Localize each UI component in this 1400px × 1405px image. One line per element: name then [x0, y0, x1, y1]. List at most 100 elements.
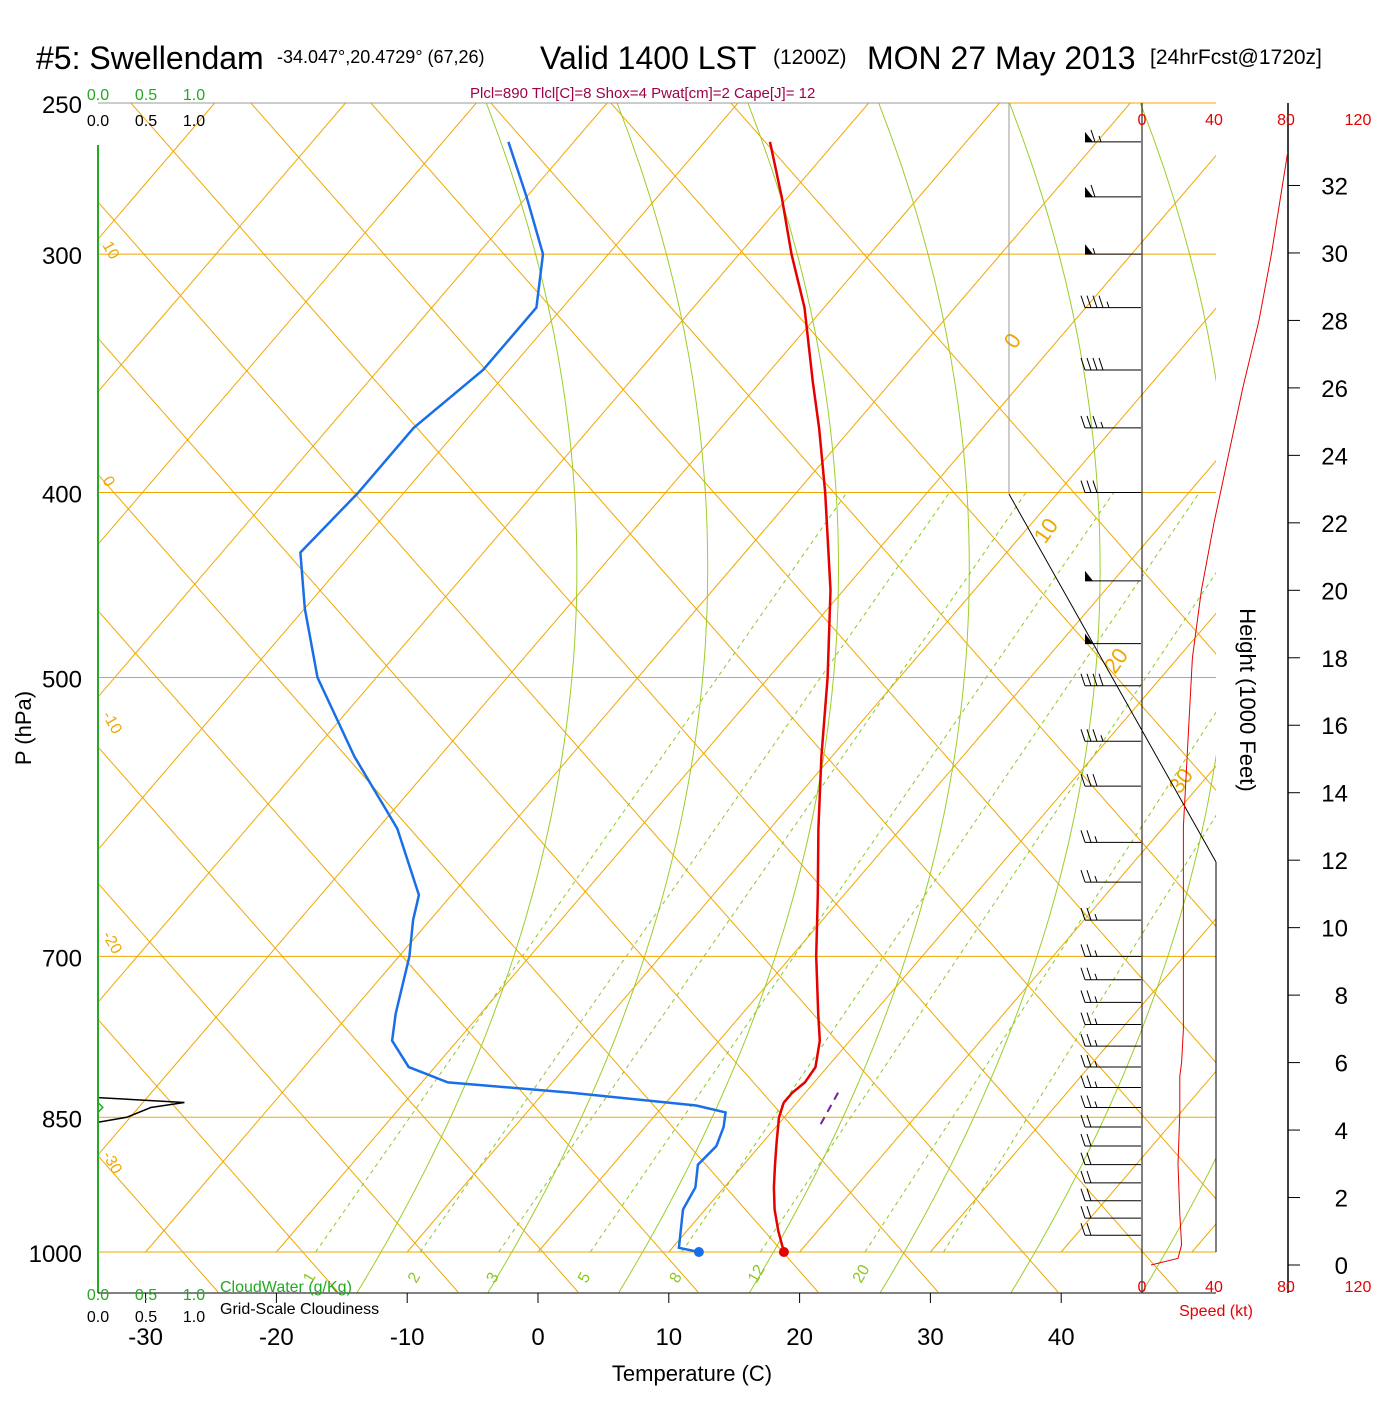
- moist-adiabat-line: [618, 103, 840, 1293]
- wind-barb: [1080, 1114, 1141, 1128]
- dry-adiabat-line: [610, 103, 1216, 791]
- wind-barb: [1080, 1188, 1141, 1202]
- speed-tick-label-bottom: 80: [1277, 1279, 1295, 1296]
- x-tick-label: -20: [259, 1324, 294, 1351]
- pressure-tick-label: 850: [42, 1106, 82, 1133]
- temperature-line: [768, 141, 832, 1253]
- indices-text: Plcl=890 Tlcl[C]=8 Shox=4 Pwat[cm]=2 Cap…: [470, 85, 815, 102]
- dry-adiabat-line: [98, 746, 579, 1293]
- height-tick-label: 8: [1335, 983, 1348, 1010]
- moist-adiabat-line: [1141, 1156, 1216, 1293]
- dry-adiabat-line: [98, 473, 819, 1293]
- isotherm-line: [1191, 1223, 1216, 1253]
- height-tick-label: 30: [1321, 241, 1348, 268]
- height-tick-label: 26: [1321, 376, 1348, 403]
- height-tick-label: 24: [1321, 443, 1348, 470]
- wind-barb: [1080, 1152, 1141, 1166]
- cloud-axis-label: 1.0: [183, 87, 205, 104]
- isotherm-line: [98, 103, 477, 546]
- isotherm-label: -10: [99, 709, 125, 738]
- x-tick-label: 20: [786, 1324, 813, 1351]
- cloud-axis-label: 0.0: [87, 87, 109, 104]
- wind-barb: [1080, 673, 1141, 687]
- dry-adiabat-line: [370, 103, 1216, 1064]
- pressure-tick-label: 700: [42, 945, 82, 972]
- x-tick-label: 30: [917, 1324, 944, 1351]
- x-tick-label: 0: [531, 1324, 544, 1351]
- y-axis-title: P (hPa): [11, 691, 36, 765]
- isotherm-line: [98, 103, 346, 393]
- wind-barb: [1080, 1012, 1141, 1026]
- wind-barb: [1080, 357, 1141, 371]
- wind-barb: [1080, 990, 1141, 1003]
- wind-barb: [1080, 773, 1141, 787]
- dry-adiabat-line: [130, 103, 1179, 1293]
- isotherm-label: 10: [1029, 513, 1064, 547]
- cloud-axis-label: 0.5: [135, 87, 157, 104]
- cloud-axis-label: 1.0: [183, 1309, 205, 1326]
- wind-barb: [1080, 1133, 1141, 1147]
- moist-adiabat-line: [356, 103, 578, 1293]
- isotherm-line: [799, 765, 1216, 1253]
- x-tick-label: -10: [390, 1324, 425, 1351]
- pressure-tick-label: 400: [42, 482, 82, 509]
- height-tick-label: 4: [1335, 1118, 1348, 1145]
- pressure-tick-label: 500: [42, 667, 82, 694]
- x-tick-label: -30: [128, 1324, 163, 1351]
- surface-dewpoint-dot: [693, 1247, 704, 1257]
- data-layer: [97, 141, 839, 1257]
- moist-adiabat-line: [1010, 103, 1216, 1293]
- speed-axis-title: Speed (kt): [1179, 1303, 1253, 1320]
- cloud-axis-label: 0.0: [87, 1287, 109, 1304]
- dry-adiabat-line: [250, 103, 1216, 1200]
- dry-adiabat-line: [98, 337, 939, 1293]
- wind-barb: [1085, 184, 1141, 198]
- dry-adiabat-line: [98, 609, 699, 1293]
- cloud-axis-label: 0.0: [87, 113, 109, 130]
- wind-barb: [1080, 967, 1141, 981]
- speed-tick-label-top: 0: [1138, 112, 1147, 129]
- valid-text: Valid 1400 LST: [540, 40, 756, 76]
- wind-barb: [1080, 830, 1141, 843]
- wind-barb: [1080, 1075, 1141, 1089]
- wind-barb: [1080, 1095, 1141, 1108]
- height-tick-label: 22: [1321, 511, 1348, 538]
- height-axis-title: Height (1000 Feet): [1235, 608, 1260, 791]
- dry-adiabat-line: [98, 1154, 219, 1293]
- isotherm-label: 0: [999, 328, 1027, 352]
- cloud-axis-label: 0.0: [87, 1309, 109, 1326]
- plot-frame-diagonal: [1008, 493, 1217, 863]
- wind-barb: [1085, 570, 1141, 582]
- mixing-ratio-line: [681, 492, 1200, 1253]
- cloud-axis-label: 1.0: [183, 113, 205, 130]
- wind-barb: [1080, 1054, 1141, 1068]
- speed-tick-label-bottom: 40: [1205, 1279, 1223, 1296]
- cloudwater-label: CloudWater (g/Kg): [220, 1279, 352, 1296]
- wind-barb: [1080, 1033, 1141, 1047]
- speed-tick-label-top: 40: [1205, 112, 1223, 129]
- wind-barb: [1080, 1223, 1141, 1236]
- height-tick-label: 18: [1321, 646, 1348, 673]
- dry-adiabat-line: [490, 103, 1216, 928]
- speed-tick-label-top: 120: [1345, 112, 1372, 129]
- zulu-text: (1200Z): [773, 46, 847, 69]
- mixing-ratio-line: [864, 711, 1216, 1253]
- cloudiness-label: Grid-Scale Cloudiness: [220, 1301, 379, 1318]
- dry-adiabat-line: [98, 1018, 339, 1293]
- moist-adiabat-line: [749, 103, 970, 1293]
- dry-adiabat-line: [98, 882, 459, 1293]
- isotherm-label: -30: [99, 1149, 125, 1178]
- speed-tick-label-bottom: 120: [1345, 1279, 1372, 1296]
- height-tick-label: 20: [1321, 578, 1348, 605]
- cloud-axis-label: 0.5: [135, 1309, 157, 1326]
- speed-tick-label-bottom: 0: [1138, 1279, 1147, 1296]
- cloud-axis-label: 1.0: [183, 1287, 205, 1304]
- x-tick-label: 40: [1048, 1324, 1075, 1351]
- wind-barb: [1080, 1170, 1141, 1184]
- x-tick-label: 10: [655, 1324, 682, 1351]
- mixing-ratio-label: 12: [745, 1262, 769, 1286]
- mixing-ratio-label: 8: [667, 1270, 686, 1286]
- mixing-ratio-line: [759, 572, 1216, 1253]
